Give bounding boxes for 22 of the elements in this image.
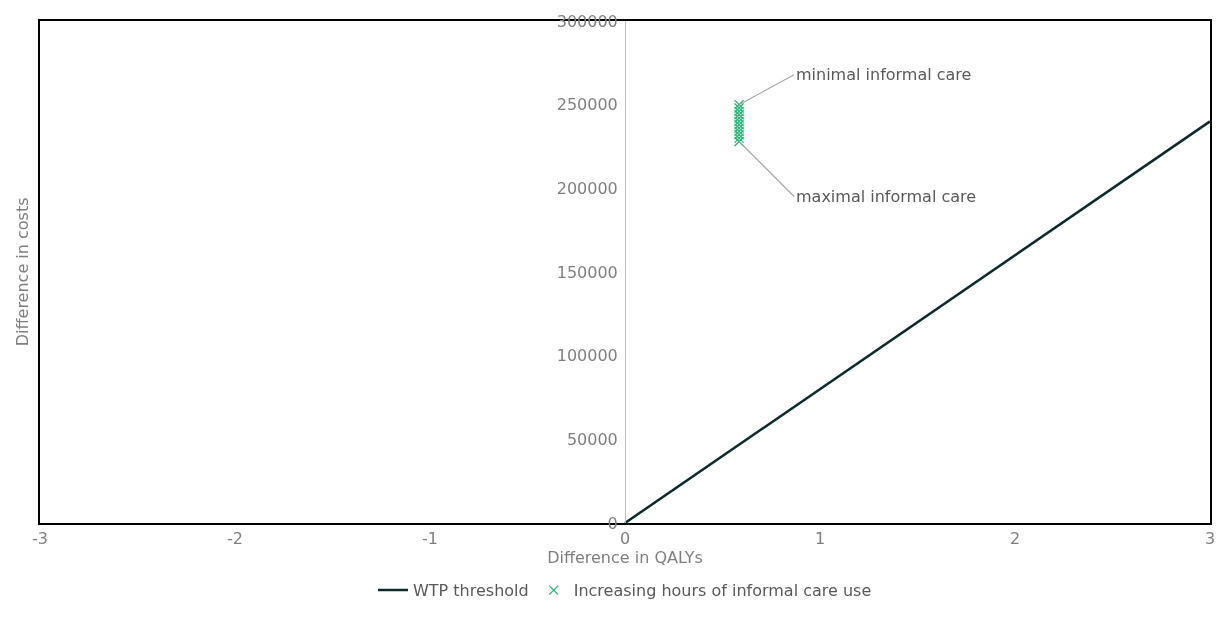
point [733,122,745,134]
y-tick-label: 100000 [556,346,618,366]
annotation: maximal informal care [796,187,977,206]
x-tick-label: 3 [1204,528,1216,548]
x-tick-label: -3 [32,528,48,548]
y-axis-title: Difference in costs [13,197,33,347]
x-tick-label: 1 [814,528,826,548]
x-axis-title: Difference in QALYs [547,547,703,567]
x-tick-label: -2 [227,528,243,548]
point [733,112,745,124]
annotation: minimal informal care [796,65,972,84]
x-tick-label: 0 [619,528,631,548]
y-tick-label: 250000 [556,95,618,115]
point [733,102,745,114]
x-tick-label: -1 [422,528,438,548]
legend-label: WTP threshold [413,581,529,601]
y-tick-label: 150000 [556,262,618,282]
legend-label: Increasing hours of informal care use [573,581,872,601]
y-tick-label: 50000 [566,429,618,449]
y-tick-label: 200000 [556,178,618,198]
x-tick-label: 2 [1009,528,1021,548]
point [733,99,745,110]
